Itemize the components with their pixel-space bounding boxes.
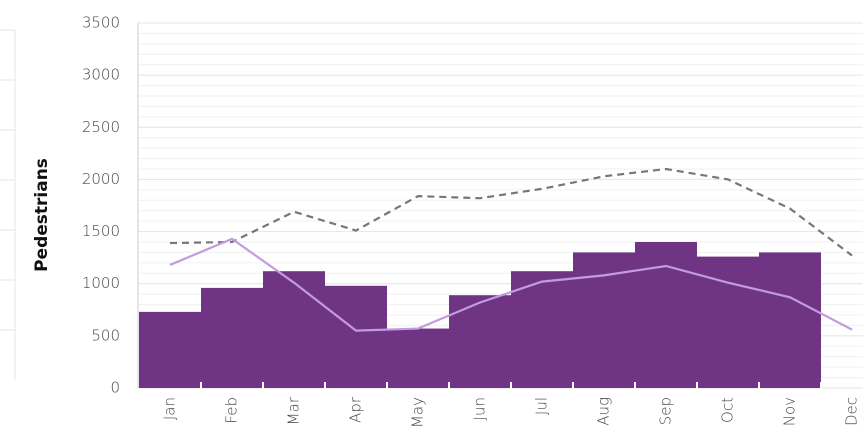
bar xyxy=(263,271,325,388)
x-tick-label: Mar xyxy=(285,396,303,425)
y-axis-title: Pedestrians xyxy=(32,158,52,272)
bar xyxy=(325,285,387,388)
y-tick-label: 2500 xyxy=(82,118,120,136)
x-tick-label: Apr xyxy=(347,396,365,423)
bar xyxy=(759,252,821,388)
left-decoration xyxy=(0,29,16,380)
x-tick-label: May xyxy=(409,397,427,428)
y-tick-label: 2000 xyxy=(82,170,120,188)
y-tick-label: 3500 xyxy=(82,14,120,32)
x-tick-label: Jul xyxy=(533,397,551,415)
bar xyxy=(697,256,759,388)
x-tick-label: Oct xyxy=(719,397,737,423)
bar xyxy=(635,242,697,388)
x-tick-label: Nov xyxy=(781,397,799,426)
x-tick-label: Jun xyxy=(471,397,489,420)
bar xyxy=(449,295,511,388)
x-tick-label: Feb xyxy=(223,397,241,424)
x-tick-label: Dec xyxy=(843,397,861,426)
y-tick-label: 3000 xyxy=(82,66,120,84)
x-tick-label: Jan xyxy=(161,397,179,420)
x-tick-label: Sep xyxy=(657,397,675,425)
x-tick-label: Aug xyxy=(595,397,613,426)
y-tick-label: 1500 xyxy=(82,222,120,240)
bar xyxy=(387,328,449,388)
bar xyxy=(201,287,263,388)
y-tick-label: 500 xyxy=(91,326,120,344)
bar xyxy=(139,311,201,388)
bar xyxy=(511,271,573,388)
y-tick-label: 0 xyxy=(110,379,120,397)
y-tick-label: 1000 xyxy=(82,274,120,292)
line xyxy=(169,237,853,332)
line xyxy=(169,167,853,257)
